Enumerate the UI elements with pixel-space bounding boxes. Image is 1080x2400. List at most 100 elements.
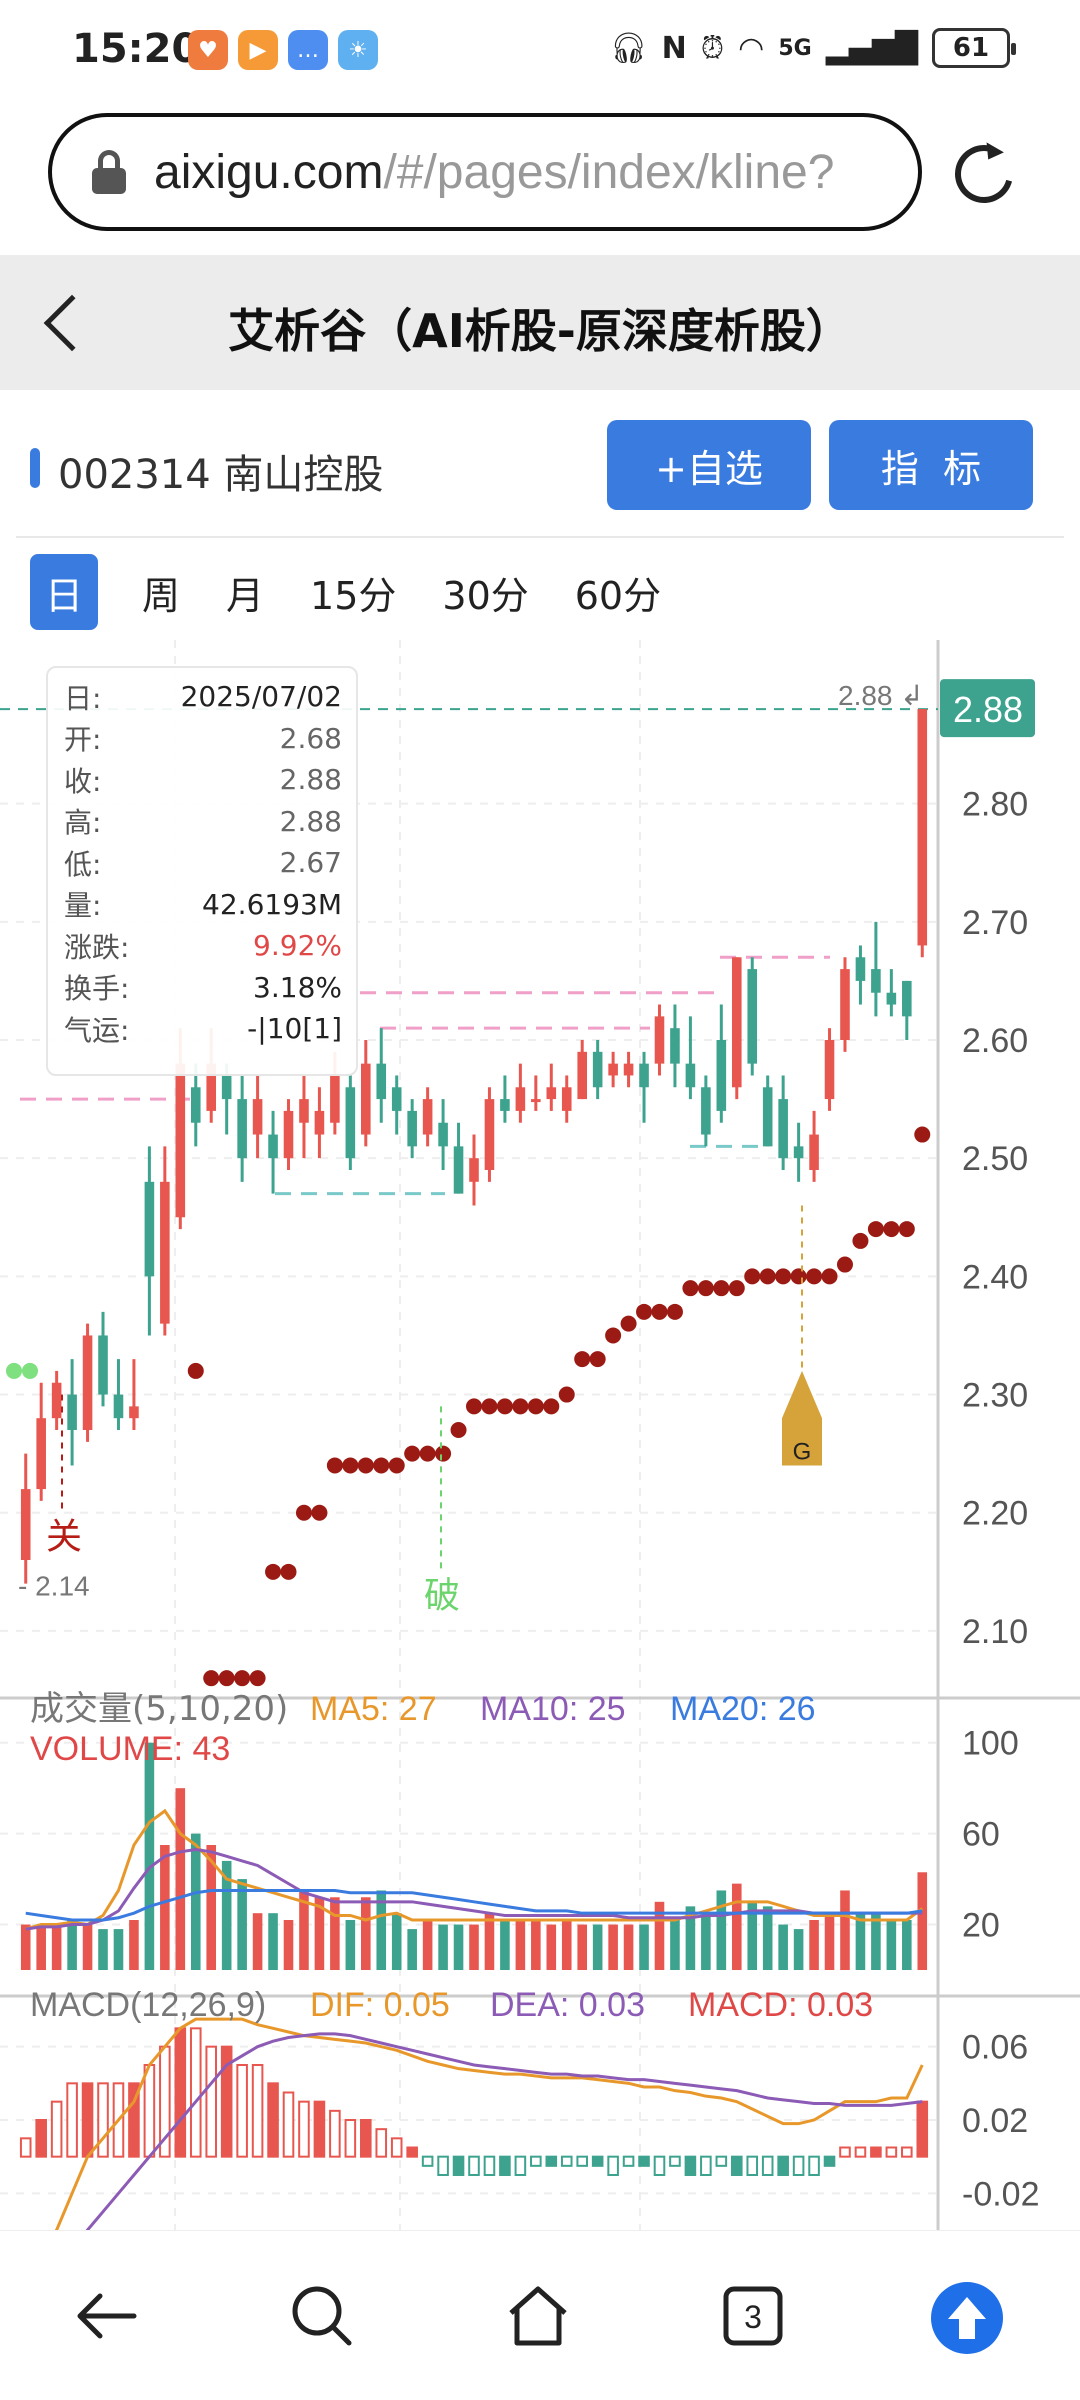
tooltip-row-open: 开: 2.68 <box>64 718 342 760</box>
macd-bar <box>885 2146 898 2158</box>
candle <box>283 1110 294 1159</box>
macd-bar <box>622 2155 635 2167</box>
trend-dot <box>620 1315 637 1332</box>
macd-bar <box>715 2155 728 2167</box>
volume-bar <box>793 1929 804 1970</box>
trend-dot <box>357 1457 374 1474</box>
trend-dot <box>543 1398 560 1415</box>
candle <box>190 1087 201 1123</box>
trend-dot <box>728 1280 745 1297</box>
trend-dot <box>404 1445 421 1462</box>
scroll-top-icon[interactable] <box>930 2281 1004 2355</box>
tab-day[interactable]: 日 <box>30 554 98 630</box>
volume-bar <box>98 1929 108 1970</box>
volume-bar <box>685 1906 696 1970</box>
macd-bar <box>792 2155 805 2176</box>
macd-bar <box>174 2027 187 2158</box>
volume-bar <box>546 1924 557 1970</box>
volume-bar <box>82 1924 93 1970</box>
candle <box>407 1110 417 1147</box>
candle <box>793 1146 804 1159</box>
candle <box>577 1051 587 1100</box>
trend-dot <box>466 1398 482 1415</box>
tooltip-value: 42.6193M <box>202 887 342 921</box>
kline-chart-area[interactable]: 2.80 2.70 2.60 2.50 2.40 2.30 2.20 2.10 2.88 2.88… <box>0 640 1080 2230</box>
url-bar[interactable]: aixigu.com/#/pages/index/kline? <box>48 113 922 231</box>
volume-bar <box>701 1915 711 1970</box>
tooltip-value: 3.18% <box>253 970 342 1004</box>
back-arrow-icon[interactable] <box>72 2281 142 2351</box>
candle <box>113 1394 124 1419</box>
tab-15min[interactable]: 15分 <box>310 573 397 618</box>
add-watchlist-button[interactable]: +自选 <box>607 420 811 510</box>
volume-bar <box>268 1913 278 1970</box>
video-app-icon: ▶ <box>238 30 278 70</box>
candle <box>391 1087 402 1111</box>
search-icon[interactable] <box>287 2281 357 2351</box>
candle <box>36 1418 46 1490</box>
nfc-icon: N <box>661 30 687 66</box>
volume-bar <box>484 1913 495 1970</box>
tab-week[interactable]: 周 <box>142 573 181 618</box>
macd-tick-label: 0.02 <box>962 2102 1028 2140</box>
volume-bar <box>871 1913 881 1970</box>
volume-bar <box>608 1924 618 1970</box>
macd-bar <box>530 2155 542 2167</box>
lock-icon[interactable] <box>92 150 126 194</box>
volume-bar <box>500 1920 510 1970</box>
candle <box>654 1016 665 1064</box>
url-text[interactable]: aixigu.com/#/pages/index/kline? <box>154 145 914 200</box>
macd-bar <box>66 2082 78 2158</box>
volume-bar <box>623 1924 634 1970</box>
candle <box>144 1181 155 1277</box>
tooltip-key: 低: <box>64 847 102 881</box>
home-icon[interactable] <box>503 2281 573 2351</box>
trend-dot <box>790 1268 807 1285</box>
kline-chart[interactable]: 2.80 2.70 2.60 2.50 2.40 2.30 2.20 2.10 2.88 2.88… <box>0 640 1080 2230</box>
stock-row: 002314 南山控股 +自选 指 标 <box>0 400 1080 530</box>
candle <box>515 1087 526 1111</box>
tab-month[interactable]: 月 <box>226 573 265 618</box>
candle <box>716 1040 727 1111</box>
volume-bar <box>469 1924 479 1970</box>
candle <box>685 1063 696 1088</box>
macd-bar <box>607 2155 619 2176</box>
tooltip-key: 换手: <box>64 972 130 1006</box>
stock-marker <box>30 448 40 488</box>
macd-bar <box>437 2155 449 2176</box>
tooltip-row-volume: 量: 42.6193M <box>64 884 342 926</box>
macd-bar <box>143 2064 156 2158</box>
tab-60min[interactable]: 60分 <box>574 573 662 618</box>
volume-bar <box>747 1901 758 1970</box>
tab-30min[interactable]: 30分 <box>442 573 529 618</box>
trend-dot <box>512 1398 529 1415</box>
annotation-g: G <box>793 1439 812 1466</box>
candle <box>855 957 866 981</box>
divider <box>16 536 1064 538</box>
tabs-icon[interactable]: 3 <box>718 2281 788 2351</box>
trend-dot <box>280 1563 297 1580</box>
candle <box>67 1394 77 1430</box>
volume-bar <box>515 1920 526 1970</box>
headphones-icon: 🎧︎ <box>609 30 648 66</box>
macd-bar <box>591 2155 604 2167</box>
candle <box>778 1099 788 1159</box>
candle <box>592 1051 603 1088</box>
reload-icon[interactable] <box>944 134 1024 214</box>
indicator-button[interactable]: 指 标 <box>829 420 1033 510</box>
macd-bar <box>81 2082 94 2158</box>
macd-bar <box>313 2100 326 2158</box>
volume-bar <box>716 1890 727 1970</box>
macd-bar <box>421 2155 434 2167</box>
macd-bar <box>236 2064 248 2158</box>
candle <box>639 1063 649 1088</box>
min-price-label: - 2.14 <box>18 1571 90 1602</box>
candle <box>206 1063 217 1111</box>
volume-bar <box>221 1860 232 1970</box>
trend-dot <box>342 1457 359 1474</box>
price-tick-label: 2.50 <box>962 1140 1028 1178</box>
price-tick-label: 2.40 <box>962 1258 1028 1296</box>
trend-dot <box>666 1303 683 1320</box>
app-notification-icon: ♥ <box>188 30 228 70</box>
macd-bar <box>669 2155 681 2167</box>
